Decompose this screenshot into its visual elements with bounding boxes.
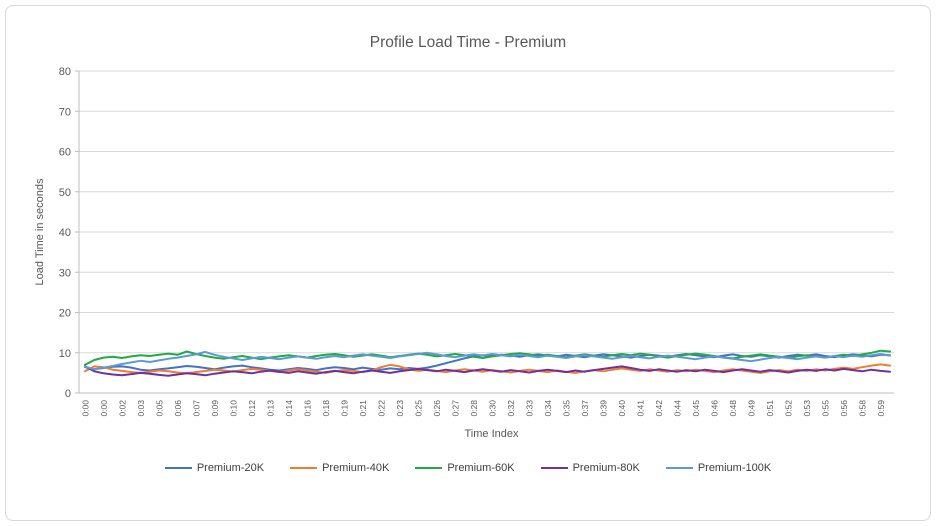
x-tick-label: 0:06 — [173, 400, 183, 417]
x-tick-label: 0:55 — [821, 400, 831, 417]
x-tick-label: 0:26 — [432, 400, 442, 417]
x-tick-label: 0:30 — [488, 400, 498, 417]
x-tick-label: 0:53 — [802, 400, 812, 417]
legend-swatch-icon — [540, 466, 568, 470]
x-tick-label: 0:25 — [414, 400, 424, 417]
legend-item-premium-40k: Premium-40K — [290, 462, 389, 474]
x-tick-label: 0:10 — [229, 400, 239, 417]
legend-label: Premium-80K — [572, 462, 640, 474]
x-axis-title: Time Index — [464, 428, 519, 440]
chart-container: Profile Load Time - Premium Load Time in… — [5, 5, 931, 521]
y-tick-label: 60 — [59, 147, 71, 159]
y-tick-label: 0 — [65, 388, 71, 400]
x-tick-label: 0:03 — [136, 400, 146, 417]
x-tick-label: 0:05 — [155, 400, 165, 417]
x-tick-label: 0:23 — [395, 400, 405, 417]
x-tick-label: 0:21 — [358, 400, 368, 417]
x-tick-label: 0:28 — [469, 400, 479, 417]
plot-area: 0 10 20 30 40 50 60 70 80 0:00 0:00 0:02 0:03 0:05 0:0… — [59, 66, 894, 417]
legend-item-premium-20k: Premium-20K — [164, 462, 265, 474]
x-tick-label: 0:27 — [451, 400, 461, 417]
x-tick-label: 0:56 — [839, 400, 849, 417]
x-tick-label: 0:39 — [599, 400, 609, 417]
legend-swatch-icon — [164, 466, 192, 470]
legend-swatch-icon — [665, 466, 693, 470]
legend-item-premium-100k: Premium-100K — [665, 462, 772, 474]
series-line-premium-80k — [84, 365, 891, 377]
x-tick-label: 0:41 — [636, 400, 646, 417]
x-tick-label: 0:52 — [784, 400, 794, 417]
x-tick-label: 0:33 — [525, 400, 535, 417]
x-tick-label: 0:35 — [562, 400, 572, 417]
x-tick-label: 0:40 — [617, 400, 627, 417]
x-tick-label: 0:51 — [765, 400, 775, 417]
x-tick-label: 0:02 — [118, 400, 128, 417]
x-tick-label: 0:59 — [876, 400, 886, 417]
x-tick-label: 0:49 — [747, 400, 757, 417]
x-tick-label: 0:37 — [580, 400, 590, 417]
legend-label: Premium-20K — [196, 462, 265, 474]
x-tick-label: 0:14 — [284, 400, 294, 417]
x-tick-label: 0:18 — [321, 400, 331, 417]
x-tick-label: 0:12 — [247, 400, 257, 417]
x-tick-label: 0:13 — [266, 400, 276, 417]
legend: Premium-20K Premium-40K Premium-60K Premium… — [6, 462, 930, 474]
x-tick-label: 0:00 — [99, 400, 109, 417]
y-tick-label: 20 — [59, 308, 71, 320]
x-tick-label: 0:32 — [506, 400, 516, 417]
series-line-premium-100k — [84, 350, 891, 371]
x-tick-label: 0:42 — [654, 400, 664, 417]
y-tick-label: 40 — [59, 227, 71, 239]
x-tick-label: 0:44 — [673, 400, 683, 417]
legend-label: Premium-60K — [447, 462, 515, 474]
x-tick-label: 0:00 — [81, 400, 91, 417]
legend-label: Premium-100K — [697, 462, 772, 474]
legend-label: Premium-40K — [322, 462, 390, 474]
y-tick-label: 80 — [59, 66, 71, 78]
x-tick-label: 0:58 — [858, 400, 868, 417]
x-tick-label: 0:45 — [691, 400, 701, 417]
x-tick-label: 0:22 — [377, 400, 387, 417]
y-tick-label: 30 — [59, 267, 71, 279]
x-tick-label: 0:46 — [710, 400, 720, 417]
x-tick-label: 0:48 — [728, 400, 738, 417]
chart-title: Profile Load Time - Premium — [369, 34, 567, 51]
x-tick-label: 0:19 — [340, 400, 350, 417]
legend-item-premium-60k: Premium-60K — [415, 462, 515, 474]
series-line-premium-60k — [84, 349, 891, 366]
x-tick-label: 0:16 — [303, 400, 313, 417]
x-tick-label: 0:09 — [210, 400, 220, 417]
y-tick-label: 10 — [59, 348, 71, 360]
legend-swatch-icon — [415, 466, 443, 470]
y-tick-label: 50 — [59, 187, 71, 199]
legend-item-premium-80k: Premium-80K — [540, 462, 640, 474]
x-tick-label: 0:07 — [192, 400, 202, 417]
y-tick-label: 70 — [59, 106, 71, 118]
x-tick-label: 0:34 — [543, 400, 553, 417]
legend-swatch-icon — [290, 466, 318, 470]
